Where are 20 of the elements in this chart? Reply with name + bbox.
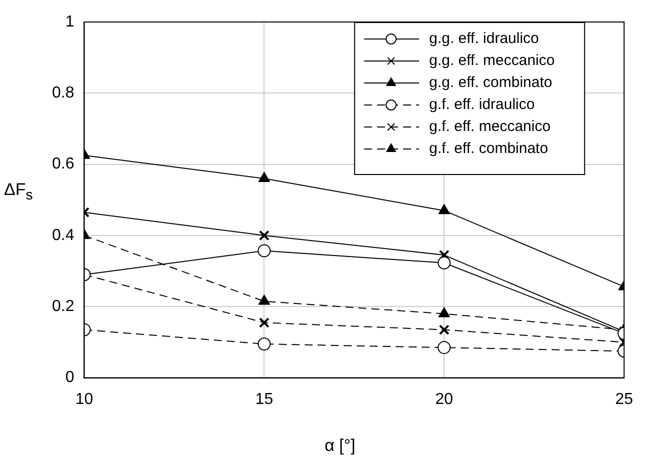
x-tick-label: 25 (615, 390, 634, 408)
legend-label: g.g. eff. idraulico (429, 30, 539, 48)
point (258, 317, 270, 328)
legend-label: g.f. eff. combinato (429, 140, 548, 158)
legend-label: g.f. eff. idraulico (429, 96, 535, 114)
y-tick-label: 0.4 (52, 226, 74, 244)
x-tick-label: 20 (435, 390, 454, 408)
y-tick-label: 0.8 (52, 84, 74, 102)
point (438, 324, 450, 336)
legend-label: g.g. eff. meccanico (429, 52, 555, 70)
y-tick-label: 1 (65, 13, 74, 30)
x-tick-label: 15 (255, 390, 274, 408)
y-axis-title: ΔF$_{s}$ (4, 180, 33, 204)
legend-label: g.f. eff. meccanico (429, 118, 551, 136)
y-tick-label: 0.2 (52, 298, 74, 316)
legend-label: g.g. eff. combinato (429, 74, 552, 92)
x-tick-label: 10 (75, 390, 94, 408)
y-tick-label: 0.6 (52, 156, 74, 173)
y-tick-label: 0 (65, 369, 74, 386)
x-axis-title: α [°] (324, 436, 356, 456)
